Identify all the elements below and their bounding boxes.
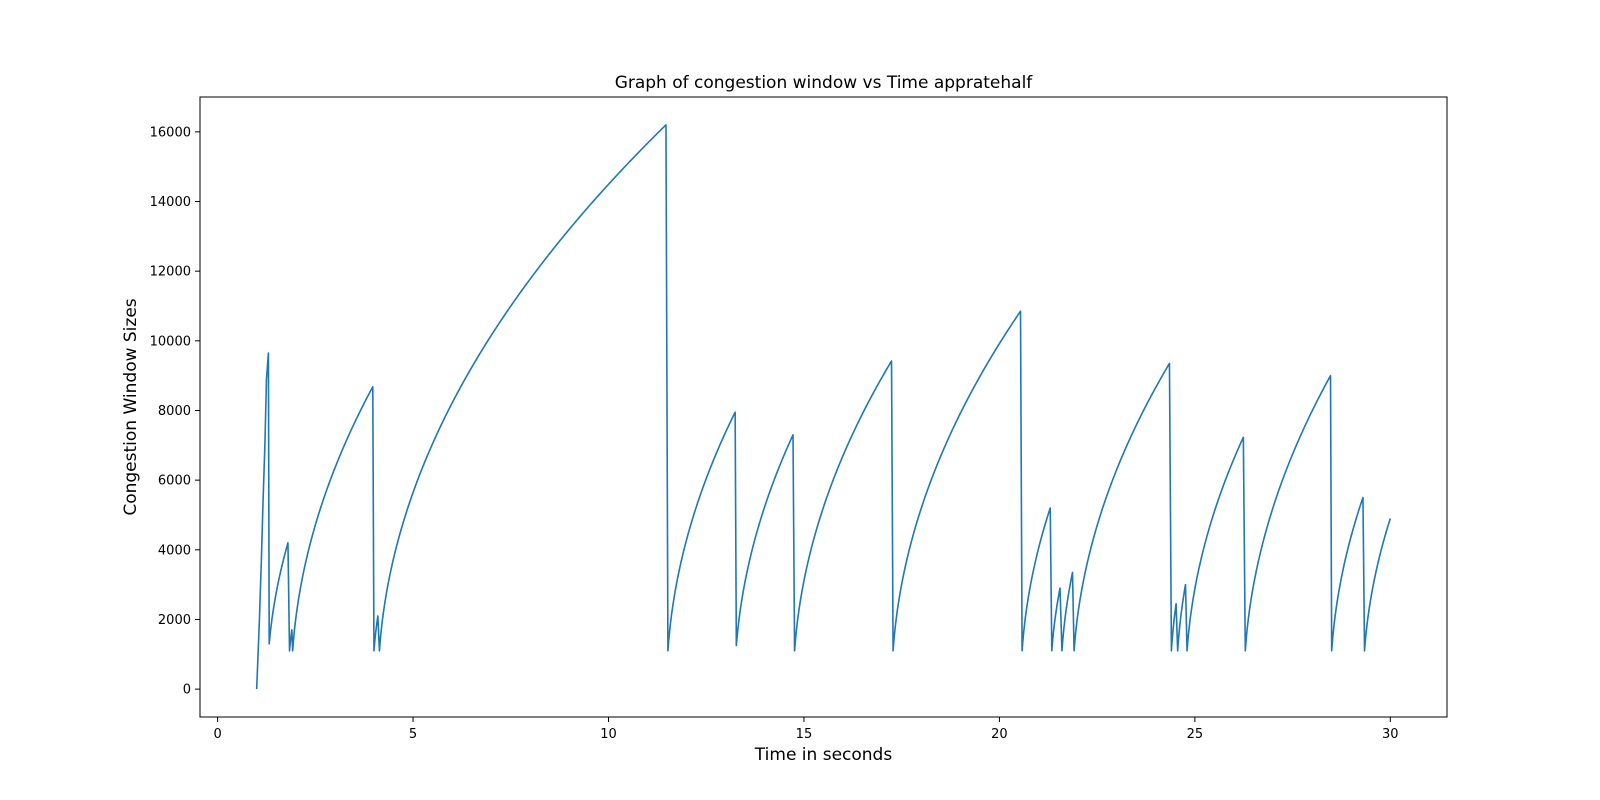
x-tick-label: 10 xyxy=(600,727,617,742)
y-tick-label: 16000 xyxy=(150,125,191,140)
x-axis: 0 5 10 15 20 25 30 xyxy=(213,717,1399,742)
y-tick-label: 4000 xyxy=(158,543,191,558)
y-tick-label: 8000 xyxy=(158,404,191,419)
y-tick-label: 10000 xyxy=(150,334,191,349)
x-tick-label: 25 xyxy=(1187,727,1204,742)
y-tick-label: 0 xyxy=(183,683,191,698)
x-tick-label: 15 xyxy=(796,727,813,742)
y-axis: 0 2000 4000 6000 8000 10000 12000 14000 16000 xyxy=(150,125,200,698)
y-tick-label: 2000 xyxy=(158,613,191,628)
chart-title: Graph of congestion window vs Time appra… xyxy=(615,73,1034,93)
series-line-cwnd xyxy=(255,124,1392,690)
y-tick-label: 12000 xyxy=(150,265,191,280)
x-axis-title: Time in seconds xyxy=(754,745,893,765)
x-tick-label: 20 xyxy=(991,727,1008,742)
x-tick-label: 5 xyxy=(409,727,417,742)
y-tick-label: 6000 xyxy=(158,474,191,489)
x-tick-label: 30 xyxy=(1382,727,1399,742)
x-tick-label: 0 xyxy=(213,727,221,742)
y-axis-title: Congestion Window Sizes xyxy=(121,298,141,515)
plot-frame xyxy=(199,96,1448,718)
y-tick-label: 14000 xyxy=(150,195,191,210)
plot-line-layer xyxy=(255,124,1392,690)
